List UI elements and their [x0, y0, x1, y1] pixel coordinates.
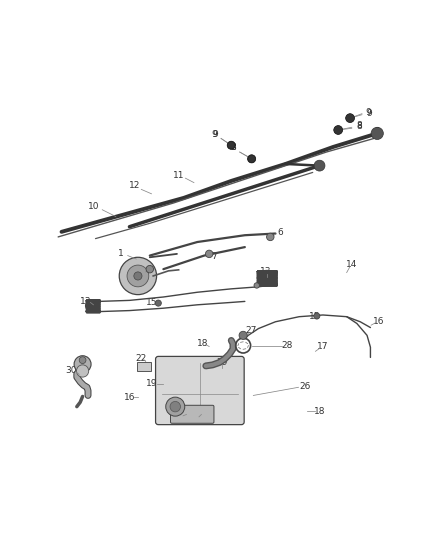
Text: 5: 5 — [138, 269, 144, 278]
Text: 16: 16 — [373, 317, 385, 326]
FancyBboxPatch shape — [137, 362, 152, 372]
Text: 23: 23 — [174, 411, 185, 421]
FancyBboxPatch shape — [170, 405, 214, 423]
Text: 12: 12 — [129, 182, 140, 190]
Circle shape — [155, 300, 161, 306]
Circle shape — [248, 155, 255, 163]
Circle shape — [227, 141, 235, 149]
Circle shape — [371, 127, 383, 140]
Text: 17: 17 — [317, 342, 328, 351]
Text: 15: 15 — [309, 311, 320, 320]
Text: 16: 16 — [124, 393, 135, 402]
Text: 9: 9 — [212, 130, 218, 139]
Circle shape — [346, 114, 354, 123]
Text: 19: 19 — [146, 379, 157, 389]
Circle shape — [79, 357, 86, 364]
Circle shape — [254, 282, 259, 288]
Circle shape — [146, 265, 154, 273]
FancyBboxPatch shape — [155, 357, 244, 425]
Text: 29: 29 — [216, 358, 227, 367]
Text: 30: 30 — [65, 366, 77, 375]
Circle shape — [170, 401, 180, 412]
Circle shape — [74, 356, 91, 373]
Text: 22: 22 — [136, 353, 147, 362]
Circle shape — [346, 114, 354, 122]
Circle shape — [314, 313, 320, 319]
Text: 1: 1 — [118, 249, 124, 259]
Circle shape — [166, 397, 185, 416]
Text: 18: 18 — [314, 407, 325, 416]
Circle shape — [239, 332, 247, 340]
Text: 6: 6 — [278, 228, 283, 237]
Circle shape — [127, 265, 149, 287]
Text: 24: 24 — [190, 414, 201, 422]
Circle shape — [77, 365, 88, 377]
Text: 8: 8 — [356, 122, 362, 131]
Text: 13: 13 — [259, 268, 271, 277]
Circle shape — [134, 272, 142, 280]
Text: 7: 7 — [211, 252, 216, 261]
Circle shape — [247, 155, 256, 163]
Text: 10: 10 — [88, 202, 99, 211]
Circle shape — [314, 160, 325, 171]
Text: 8: 8 — [230, 143, 236, 152]
Text: 11: 11 — [173, 171, 184, 180]
Circle shape — [119, 257, 157, 295]
Text: 9: 9 — [212, 130, 217, 139]
Text: 8: 8 — [231, 143, 237, 152]
Text: 18: 18 — [197, 338, 208, 348]
Text: 26: 26 — [300, 382, 311, 391]
Circle shape — [227, 142, 235, 149]
Circle shape — [334, 126, 343, 134]
Text: 9: 9 — [367, 109, 372, 117]
Text: 8: 8 — [357, 122, 362, 131]
Text: 14: 14 — [346, 260, 357, 269]
Text: 27: 27 — [245, 326, 257, 335]
Text: 9: 9 — [366, 108, 371, 117]
Circle shape — [267, 233, 274, 241]
Circle shape — [205, 250, 213, 257]
Text: 28: 28 — [282, 341, 293, 350]
Circle shape — [334, 126, 342, 134]
Text: 13: 13 — [80, 297, 91, 306]
Text: 15: 15 — [146, 298, 157, 307]
